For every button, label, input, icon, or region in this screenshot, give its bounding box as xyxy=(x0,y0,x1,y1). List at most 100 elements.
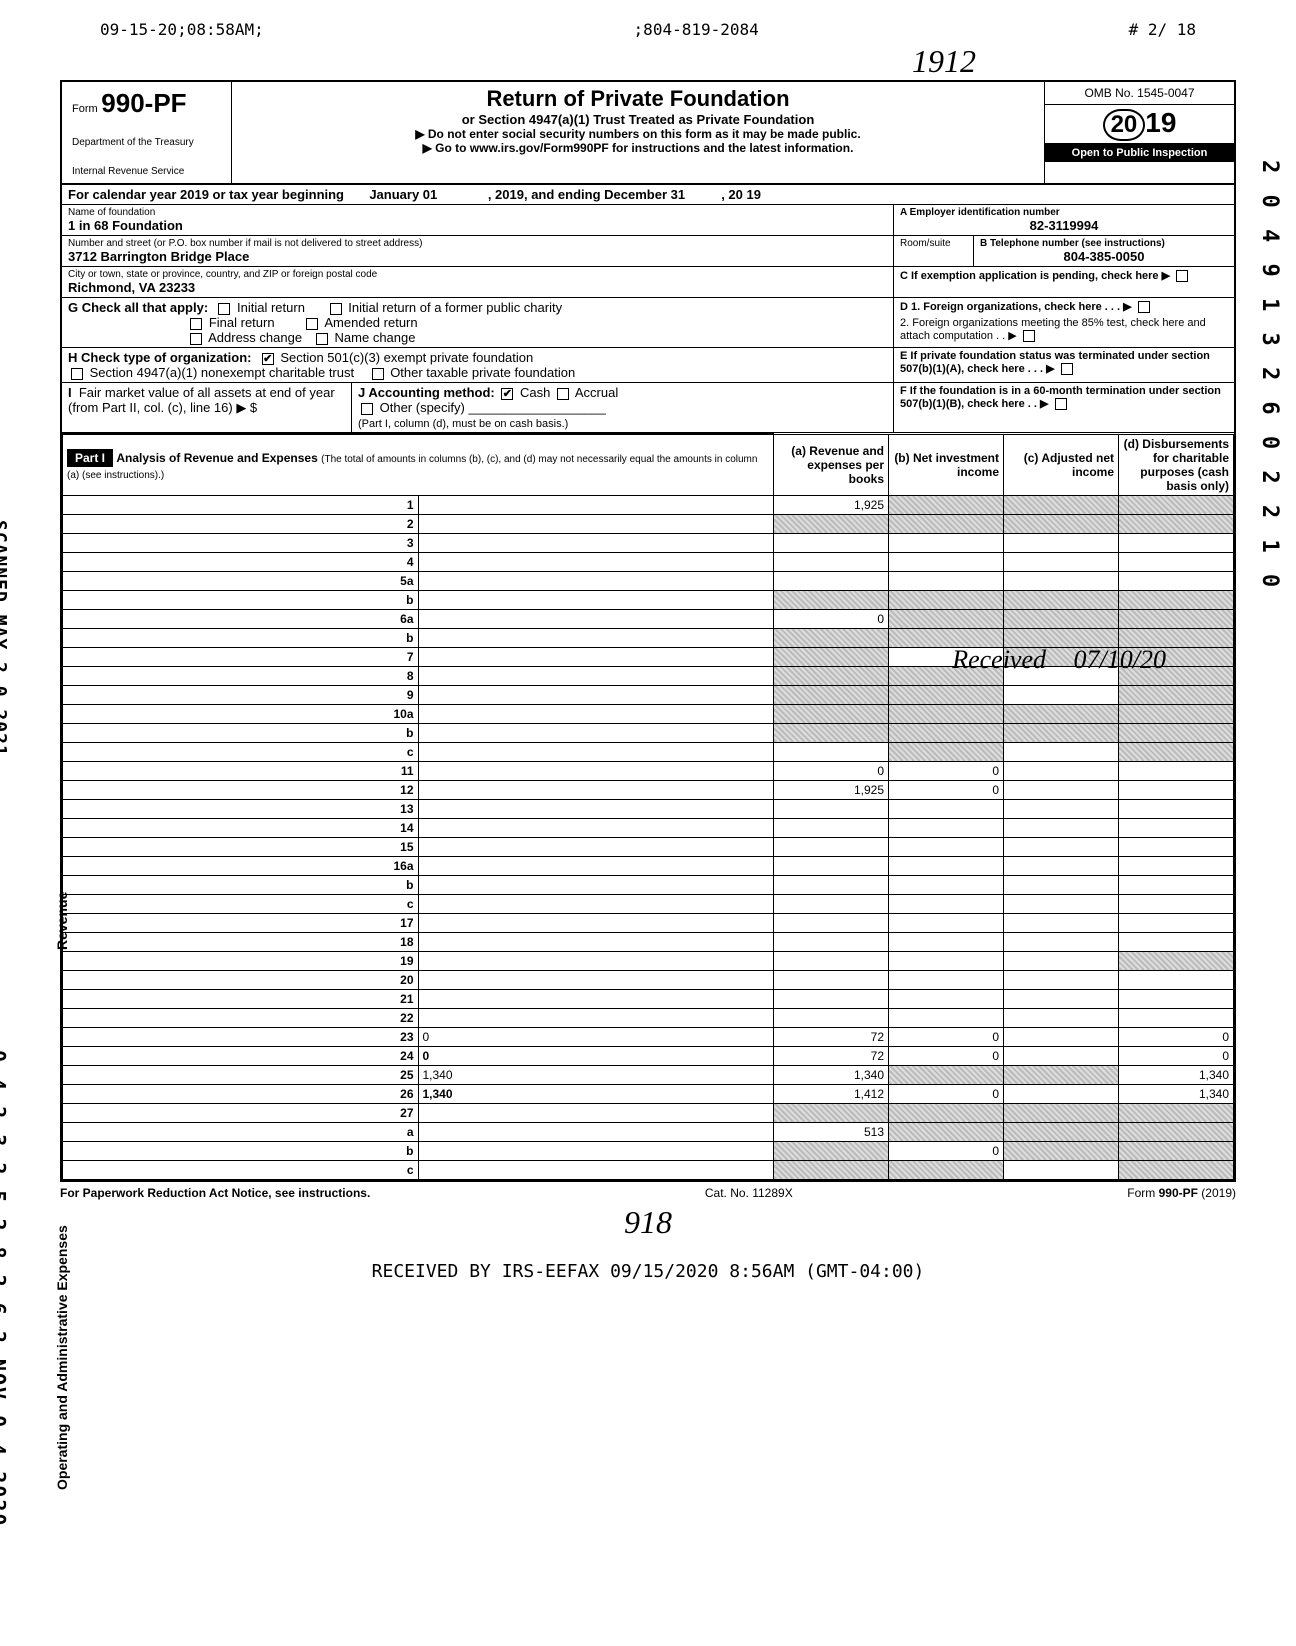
row-value-c xyxy=(1004,1084,1119,1103)
col-b-header: (b) Net investment income xyxy=(889,434,1004,495)
row-description xyxy=(418,970,774,989)
row-description xyxy=(418,1141,774,1160)
row-value-c xyxy=(1004,818,1119,837)
cal-line: For calendar year 2019 or tax year begin… xyxy=(68,187,344,202)
chk-amended[interactable] xyxy=(306,318,318,330)
row-value-c xyxy=(1004,837,1119,856)
row-value-b xyxy=(889,495,1004,514)
cal-end: , 20 19 xyxy=(721,187,761,202)
row-value-d xyxy=(1119,894,1234,913)
year-big: 19 xyxy=(1145,107,1176,138)
table-row: 5a xyxy=(63,571,1234,590)
box-c-checkbox[interactable] xyxy=(1176,270,1188,282)
row-description xyxy=(418,685,774,704)
chk-e[interactable] xyxy=(1061,363,1073,375)
row-value-c xyxy=(1004,932,1119,951)
row-number: 9 xyxy=(63,685,419,704)
form-990pf: Form 990-PF Department of the Treasury I… xyxy=(60,80,1236,1182)
box-d2: 2. Foreign organizations meeting the 85%… xyxy=(900,317,1206,342)
fax-page: # 2/ 18 xyxy=(1129,20,1196,39)
row-value-b xyxy=(889,1122,1004,1141)
chk-4947[interactable] xyxy=(71,368,83,380)
row-value-d xyxy=(1119,1008,1234,1027)
row-number: 2 xyxy=(63,514,419,533)
form-note-url: ▶ Go to www.irs.gov/Form990PF for instru… xyxy=(242,141,1034,155)
chk-address-change[interactable] xyxy=(190,333,202,345)
box-j-label: J Accounting method: xyxy=(358,385,495,400)
opt-other-method: Other (specify) xyxy=(380,400,465,415)
chk-d2[interactable] xyxy=(1023,330,1035,342)
table-row: 14 xyxy=(63,818,1234,837)
row-value-b xyxy=(889,742,1004,761)
row-number: 23 xyxy=(63,1027,419,1046)
table-row: 2307200 xyxy=(63,1027,1234,1046)
row-value-a xyxy=(774,1008,889,1027)
chk-cash[interactable]: ✔ xyxy=(501,388,513,400)
row-value-a xyxy=(774,514,889,533)
row-value-b xyxy=(889,875,1004,894)
row-value-a xyxy=(774,704,889,723)
chk-accrual[interactable] xyxy=(557,388,569,400)
row-value-c xyxy=(1004,1027,1119,1046)
row-description xyxy=(418,666,774,685)
chk-d1[interactable] xyxy=(1138,301,1150,313)
box-d1: D 1. Foreign organizations, check here .… xyxy=(900,301,1132,313)
row-value-d xyxy=(1119,837,1234,856)
row-value-c xyxy=(1004,685,1119,704)
row-description xyxy=(418,1008,774,1027)
chk-name-change[interactable] xyxy=(316,333,328,345)
chk-other-method[interactable] xyxy=(361,403,373,415)
col-d-header: (d) Disbursements for charitable purpose… xyxy=(1119,434,1234,495)
table-row: 22 xyxy=(63,1008,1234,1027)
col-c-header: (c) Adjusted net income xyxy=(1004,434,1119,495)
row-value-a xyxy=(774,875,889,894)
row-value-a xyxy=(774,590,889,609)
row-value-d xyxy=(1119,799,1234,818)
row-value-b: 0 xyxy=(889,1027,1004,1046)
row-number: 12 xyxy=(63,780,419,799)
row-value-b xyxy=(889,533,1004,552)
expenses-side-label: Operating and Administrative Expenses xyxy=(54,1225,70,1490)
chk-other-taxable[interactable] xyxy=(372,368,384,380)
row-value-c xyxy=(1004,514,1119,533)
received-handwriting: Received xyxy=(952,645,1046,675)
row-description: 0 xyxy=(418,1027,774,1046)
row-value-c xyxy=(1004,742,1119,761)
row-value-d xyxy=(1119,685,1234,704)
open-inspection: Open to Public Inspection xyxy=(1045,144,1234,162)
row-value-d xyxy=(1119,780,1234,799)
row-value-a xyxy=(774,1160,889,1179)
row-description xyxy=(418,552,774,571)
row-value-b xyxy=(889,1008,1004,1027)
row-value-a xyxy=(774,951,889,970)
chk-501c3[interactable]: ✔ xyxy=(262,353,274,365)
row-number: 15 xyxy=(63,837,419,856)
chk-f[interactable] xyxy=(1055,398,1067,410)
row-value-d xyxy=(1119,1141,1234,1160)
row-number: 20 xyxy=(63,970,419,989)
chk-initial-return[interactable] xyxy=(218,303,230,315)
row-value-b: 0 xyxy=(889,1084,1004,1103)
row-value-c xyxy=(1004,609,1119,628)
row-description: 1,340 xyxy=(418,1065,774,1084)
row-description xyxy=(418,761,774,780)
table-row: 261,3401,41201,340 xyxy=(63,1084,1234,1103)
row-value-c xyxy=(1004,533,1119,552)
row-value-d: 0 xyxy=(1119,1046,1234,1065)
name-label: Name of foundation xyxy=(68,207,887,218)
row-value-b xyxy=(889,723,1004,742)
row-value-d xyxy=(1119,704,1234,723)
row-value-c xyxy=(1004,552,1119,571)
chk-initial-former[interactable] xyxy=(330,303,342,315)
room-label: Room/suite xyxy=(894,236,974,266)
row-value-a xyxy=(774,552,889,571)
chk-final-return[interactable] xyxy=(190,318,202,330)
row-value-a xyxy=(774,533,889,552)
opt-initial-former: Initial return of a former public charit… xyxy=(348,300,562,315)
row-value-d xyxy=(1119,533,1234,552)
table-row: 1100 xyxy=(63,761,1234,780)
scanned-stamp: SCANNED MAY 2 0 2021 xyxy=(0,520,10,757)
row-value-a xyxy=(774,894,889,913)
row-value-a: 513 xyxy=(774,1122,889,1141)
row-value-d xyxy=(1119,723,1234,742)
